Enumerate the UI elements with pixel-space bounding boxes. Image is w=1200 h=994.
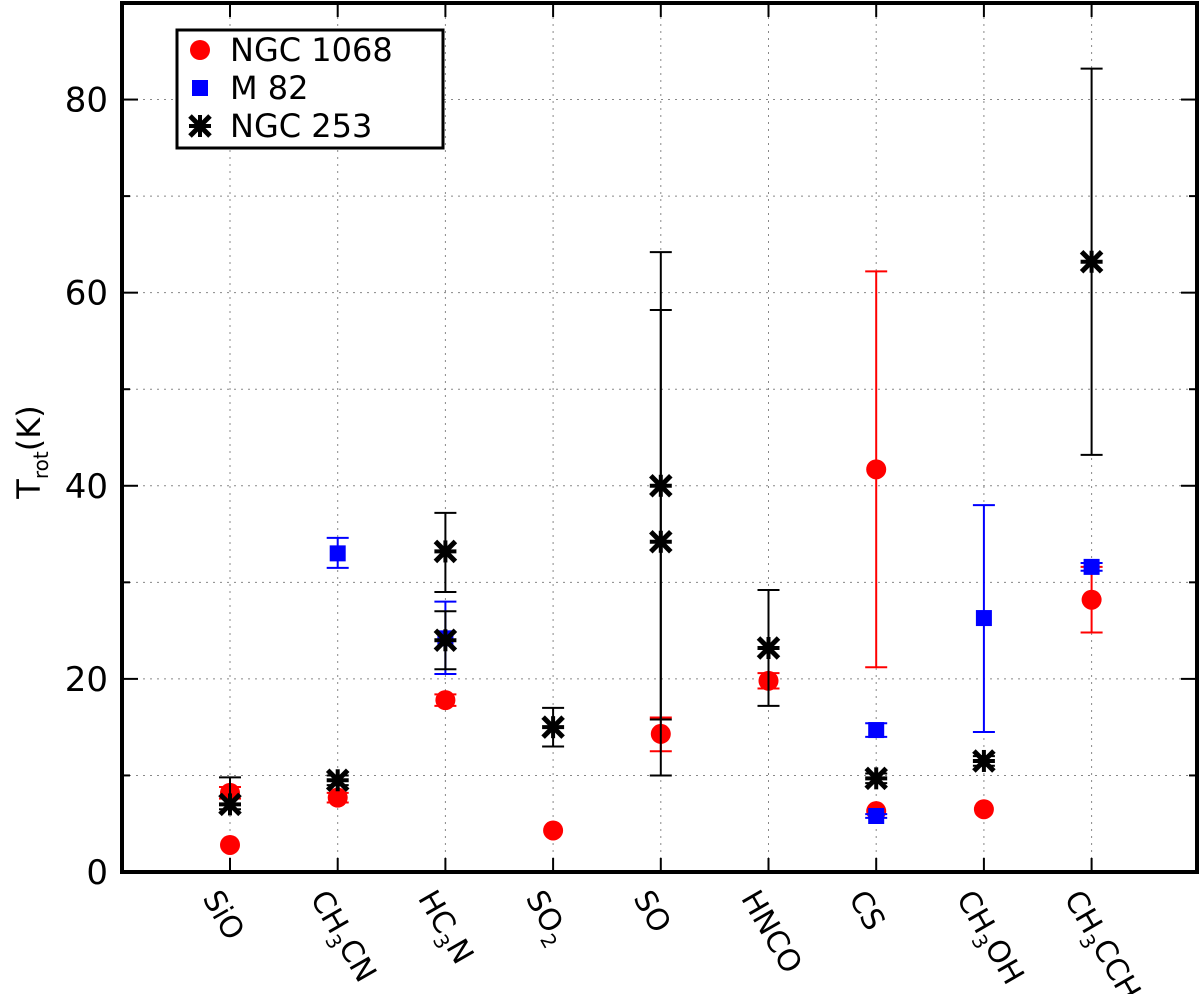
legend-marker [188, 114, 212, 138]
data-point [975, 610, 992, 627]
data-point [1083, 558, 1100, 575]
x-category-label: SO2 [514, 885, 576, 953]
x-category-label: CH3OH [945, 885, 1031, 994]
data-point [864, 766, 888, 791]
y-tick-label: 0 [86, 853, 108, 893]
data-point [973, 799, 994, 820]
legend-label: NGC 1068 [230, 31, 393, 69]
y-axis-label: Trot(K) [10, 405, 53, 499]
data-point [329, 545, 346, 562]
data-point [543, 820, 564, 841]
data-point [325, 768, 350, 793]
x-category-label: SiO [195, 885, 251, 947]
data-point [868, 722, 885, 739]
y-tick-label: 60 [65, 274, 108, 314]
data-point [649, 530, 673, 554]
data-point [541, 715, 565, 739]
legend-label: M 82 [230, 69, 309, 107]
data-point [1079, 250, 1104, 274]
y-tick-label: 80 [65, 81, 108, 121]
data-point [866, 459, 887, 480]
data-point [433, 628, 458, 653]
y-tick-label: 40 [65, 467, 108, 507]
x-category-label: HC3N [406, 885, 480, 973]
x-category-label: CS [841, 885, 891, 937]
data-point [433, 539, 458, 564]
y-tick-labels: 0 20 40 60 80 [65, 81, 108, 893]
x-category-label: HNCO [734, 885, 809, 980]
y-axis-label-main: T [10, 479, 48, 500]
axes [120, 1, 1199, 874]
legend-marker [192, 80, 208, 96]
data-point [218, 792, 242, 817]
data-point [1081, 589, 1102, 610]
data-point [868, 807, 885, 824]
y-axis-label-sub: rot [29, 451, 53, 479]
legend-label: NGC 253 [230, 107, 372, 145]
legend-box [175, 28, 445, 150]
x-category-label: CH3CN [298, 885, 382, 991]
plot-frame [120, 1, 1199, 874]
y-tick-label: 20 [65, 660, 108, 700]
data-point [327, 787, 348, 808]
x-category-label: CH3CCH [1052, 885, 1147, 994]
data-point [435, 690, 456, 711]
data-points [218, 67, 1104, 855]
data-point [972, 749, 996, 773]
legend-marker [190, 40, 210, 60]
series-asterisk [218, 67, 1104, 817]
series-square [326, 504, 1103, 824]
data-point [220, 834, 240, 855]
data-point [756, 636, 781, 660]
y-axis-label-unit: (K) [10, 405, 48, 451]
x-category-label: SO [626, 885, 678, 939]
